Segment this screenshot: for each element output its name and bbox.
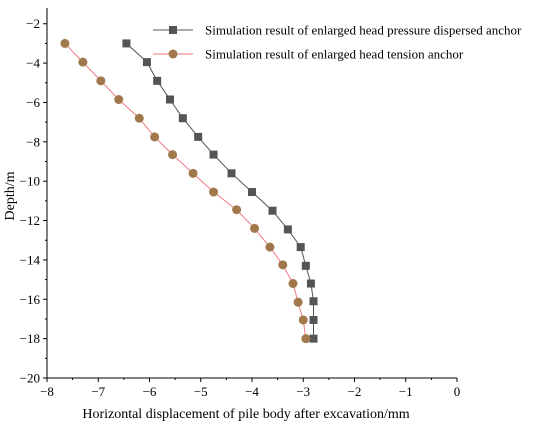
series-2 xyxy=(60,38,311,344)
data-point-circle xyxy=(278,260,288,270)
data-point-square xyxy=(194,132,203,141)
x-tick-label: −6 xyxy=(143,384,157,399)
data-point-square xyxy=(301,261,310,270)
data-point-circle xyxy=(168,150,178,160)
series-line xyxy=(126,43,314,339)
data-point-circle xyxy=(265,242,275,252)
y-tick-label: −18 xyxy=(20,331,40,346)
y-tick-label: −16 xyxy=(20,292,41,307)
x-tick-label: 0 xyxy=(454,384,461,399)
legend-marker-square xyxy=(169,26,177,34)
y-tick-label: −4 xyxy=(26,56,40,71)
data-point-square xyxy=(268,206,277,215)
x-axis-label: Horizontal displacement of pile body aft… xyxy=(82,407,409,422)
data-point-circle xyxy=(96,76,106,86)
legend-label: Simulation result of enlarged head tensi… xyxy=(205,47,464,62)
x-tick-label: −1 xyxy=(399,384,413,399)
data-point-square xyxy=(227,169,236,178)
y-tick-label: −10 xyxy=(20,174,40,189)
data-point-circle xyxy=(134,113,144,123)
data-point-circle xyxy=(301,334,311,344)
legend-marker-circle xyxy=(168,49,178,59)
x-tick-label: −5 xyxy=(194,384,208,399)
y-axis-label: Depth/m xyxy=(3,171,18,220)
data-point-square xyxy=(153,76,162,85)
x-tick-label: −3 xyxy=(296,384,310,399)
x-tick-label: −7 xyxy=(91,384,105,399)
y-tick-label: −14 xyxy=(20,252,41,267)
data-point-square xyxy=(178,114,187,123)
data-point-square xyxy=(248,188,256,197)
data-point-circle xyxy=(60,38,70,48)
chart-legend: Simulation result of enlarged head press… xyxy=(153,23,522,62)
data-point-square xyxy=(166,95,174,104)
x-tick-label: −8 xyxy=(40,384,54,399)
x-tick-label: −2 xyxy=(348,384,362,399)
data-point-circle xyxy=(209,187,219,197)
data-point-circle xyxy=(250,223,260,233)
data-point-circle xyxy=(150,132,160,142)
data-point-square xyxy=(309,334,318,343)
data-point-circle xyxy=(298,315,308,325)
y-tick-label: −8 xyxy=(26,134,40,149)
data-point-circle xyxy=(78,57,88,67)
data-point-square xyxy=(309,297,318,306)
series-line xyxy=(64,43,307,339)
y-tick-label: −2 xyxy=(26,16,40,31)
data-point-circle xyxy=(232,205,242,215)
y-tick-label: −20 xyxy=(20,371,40,386)
data-point-square xyxy=(142,58,151,67)
chart-axes: −8 −7 −6 −5 −4 −3 −2 −1 0−2−4−6−8−10−12−14−16−18… xyxy=(20,8,461,399)
data-point-circle xyxy=(188,168,198,178)
data-point-square xyxy=(306,279,315,288)
series-1 xyxy=(122,39,318,343)
x-tick-label: −4 xyxy=(245,384,259,399)
chart-series-layer xyxy=(60,38,318,344)
data-point-circle xyxy=(293,297,303,307)
data-point-circle xyxy=(288,279,298,289)
y-tick-label: −12 xyxy=(20,213,40,228)
data-point-square xyxy=(122,39,131,48)
y-tick-label: −6 xyxy=(26,95,40,110)
data-point-square xyxy=(283,225,292,234)
data-point-square xyxy=(309,315,318,324)
legend-label: Simulation result of enlarged head press… xyxy=(205,23,522,38)
data-point-circle xyxy=(114,95,124,105)
data-point-square xyxy=(296,243,305,252)
data-point-square xyxy=(209,150,218,159)
